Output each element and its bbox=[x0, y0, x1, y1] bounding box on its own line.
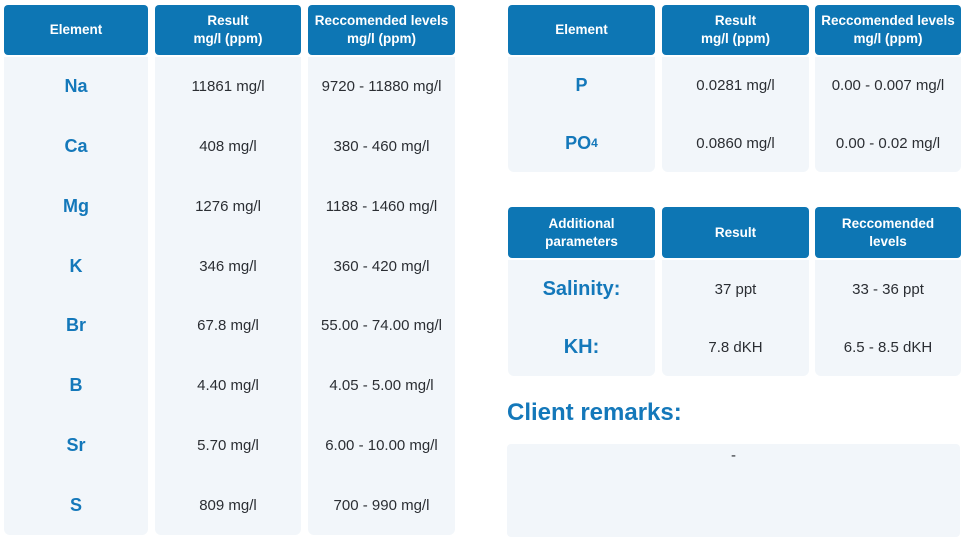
header-line: Element bbox=[49, 22, 103, 38]
result-cell: 4.40 mg/l bbox=[197, 377, 259, 395]
elements-table-column-element: Element Na Ca Mg K Br B Sr S bbox=[4, 5, 148, 535]
header-line: Reccomended levels bbox=[821, 13, 955, 29]
phosphorus-table-column-recommended: Reccomended levels mg/l (ppm) 0.00 - 0.0… bbox=[815, 5, 961, 172]
element-cell: K bbox=[69, 255, 83, 276]
result-cell: 11861 mg/l bbox=[191, 78, 265, 96]
element-subscript: 4 bbox=[591, 136, 598, 151]
recommended-cell: 55.00 - 74.00 mg/l bbox=[321, 317, 442, 335]
phosphorus-table-header-recommended: Reccomended levels mg/l (ppm) bbox=[815, 5, 961, 55]
additional-table-column-recommended: Reccomended levels 33 - 36 ppt 6.5 - 8.5… bbox=[815, 207, 961, 376]
result-cell: 0.0281 mg/l bbox=[696, 77, 775, 95]
client-remarks-box: - bbox=[507, 444, 960, 537]
result-cell: 346 mg/l bbox=[199, 257, 257, 275]
recommended-cell: 1188 - 1460 mg/l bbox=[325, 197, 438, 215]
result-cell: 0.0860 mg/l bbox=[696, 134, 775, 152]
result-cell: 1276 mg/l bbox=[195, 197, 261, 215]
recommended-cell: 33 - 36 ppt bbox=[852, 280, 924, 298]
recommended-cell: 700 - 990 mg/l bbox=[333, 496, 430, 514]
header-line: mg/l (ppm) bbox=[347, 31, 416, 46]
element-cell: Sr bbox=[66, 434, 86, 455]
additional-table-result-body: 37 ppt 7.8 dKH bbox=[662, 260, 809, 376]
element-cell: S bbox=[69, 494, 82, 515]
recommended-cell: 6.00 - 10.00 mg/l bbox=[325, 436, 438, 454]
phosphorus-table-column-element: Element P PO 4 bbox=[508, 5, 655, 172]
element-cell: Mg bbox=[63, 195, 89, 216]
result-cell: 7.8 dKH bbox=[708, 338, 763, 356]
header-line: mg/l (ppm) bbox=[853, 31, 923, 46]
elements-table-result-body: 11861 mg/l 408 mg/l 1276 mg/l 346 mg/l 6… bbox=[155, 57, 301, 535]
additional-table-parameter-body: Salinity: KH: bbox=[508, 260, 655, 376]
header-line: Additional bbox=[548, 215, 615, 231]
elements-table-column-result: Result mg/l (ppm) 11861 mg/l 408 mg/l 12… bbox=[155, 5, 301, 535]
elements-table-recommended-body: 9720 - 11880 mg/l 380 - 460 mg/l 1188 - … bbox=[308, 57, 455, 535]
additional-table-header-result: Result bbox=[662, 207, 809, 258]
parameter-cell: KH: bbox=[563, 335, 600, 358]
result-cell: 67.8 mg/l bbox=[197, 317, 259, 335]
header-line: Reccomended bbox=[841, 215, 935, 231]
recommended-cell: 360 - 420 mg/l bbox=[333, 257, 430, 275]
elements-table-element-body: Na Ca Mg K Br B Sr S bbox=[4, 57, 148, 535]
recommended-cell: 6.5 - 8.5 dKH bbox=[843, 338, 933, 356]
header-line: levels bbox=[869, 233, 907, 249]
recommended-cell: 0.00 - 0.007 mg/l bbox=[831, 77, 945, 95]
phosphorus-table-header-result: Result mg/l (ppm) bbox=[662, 5, 809, 55]
phosphorus-table-header-element: Element bbox=[508, 5, 655, 55]
additional-table-recommended-body: 33 - 36 ppt 6.5 - 8.5 dKH bbox=[815, 260, 961, 376]
elements-table-column-recommended: Reccomended levels mg/l (ppm) 9720 - 118… bbox=[308, 5, 455, 535]
phosphorus-table-column-result: Result mg/l (ppm) 0.0281 mg/l 0.0860 mg/… bbox=[662, 5, 809, 172]
header-line: Element bbox=[555, 22, 608, 38]
element-cell: B bbox=[69, 375, 83, 396]
result-cell: 408 mg/l bbox=[199, 138, 257, 156]
client-remarks-content: - bbox=[731, 447, 736, 464]
header-line: parameters bbox=[545, 233, 618, 249]
header-line: mg/l (ppm) bbox=[701, 31, 770, 46]
header-line: Result bbox=[714, 13, 757, 29]
additional-table-header-recommended: Reccomended levels bbox=[815, 207, 961, 258]
elements-table-header-element: Element bbox=[4, 5, 148, 55]
phosphorus-table-result-body: 0.0281 mg/l 0.0860 mg/l bbox=[662, 57, 809, 172]
recommended-cell: 4.05 - 5.00 mg/l bbox=[329, 377, 434, 395]
elements-table-header-result: Result mg/l (ppm) bbox=[155, 5, 301, 55]
element-cell: Ca bbox=[64, 136, 88, 157]
element-symbol: P bbox=[575, 75, 588, 96]
elements-table-header-recommended: Reccomended levels mg/l (ppm) bbox=[308, 5, 455, 55]
element-cell: P bbox=[508, 57, 655, 115]
result-cell: 809 mg/l bbox=[199, 496, 257, 514]
additional-table-column-parameter: Additional parameters Salinity: KH: bbox=[508, 207, 655, 376]
header-line: Result bbox=[207, 13, 249, 29]
phosphorus-table-element-body: P PO 4 bbox=[508, 57, 655, 172]
additional-table-column-result: Result 37 ppt 7.8 dKH bbox=[662, 207, 809, 376]
additional-table-header-parameter: Additional parameters bbox=[508, 207, 655, 258]
phosphorus-table-recommended-body: 0.00 - 0.007 mg/l 0.00 - 0.02 mg/l bbox=[815, 57, 961, 172]
result-cell: 37 ppt bbox=[714, 280, 757, 298]
element-cell: Na bbox=[64, 76, 88, 97]
client-remarks-heading: Client remarks: bbox=[507, 399, 682, 426]
element-symbol: PO bbox=[565, 132, 592, 153]
element-cell: PO 4 bbox=[508, 115, 655, 173]
recommended-cell: 0.00 - 0.02 mg/l bbox=[835, 134, 941, 152]
recommended-cell: 9720 - 11880 mg/l bbox=[321, 78, 442, 96]
element-cell: Br bbox=[65, 315, 86, 336]
header-line: Reccomended levels bbox=[314, 13, 449, 29]
header-line: mg/l (ppm) bbox=[193, 31, 263, 46]
parameter-cell: Salinity: bbox=[542, 277, 621, 300]
recommended-cell: 380 - 460 mg/l bbox=[333, 138, 430, 156]
header-line: Result bbox=[714, 224, 757, 240]
result-cell: 5.70 mg/l bbox=[197, 436, 259, 454]
